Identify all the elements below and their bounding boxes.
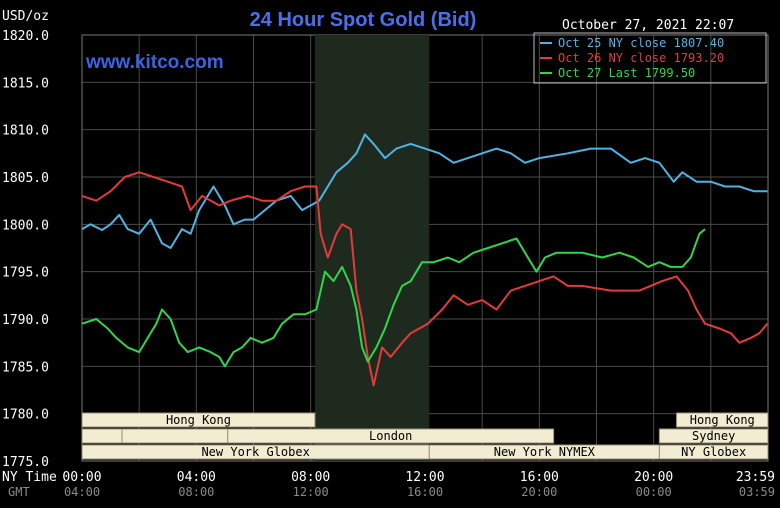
y-tick-label: 1780.0	[2, 408, 49, 423]
session-box	[81, 412, 316, 428]
chart-timestamp: October 27, 2021 22:07	[562, 18, 734, 33]
legend-label: Oct 27 Last 1799.50	[558, 66, 695, 80]
session-label: New York NYMEX	[494, 445, 596, 459]
session-box	[121, 428, 229, 444]
x-tick-gmt: 04:00	[64, 485, 100, 499]
x-tick-gmt: 03:59	[739, 485, 775, 499]
y-tick-label: 1815.0	[2, 76, 49, 91]
legend-label: Oct 26 NY close 1793.20	[558, 51, 724, 65]
y-tick-label: 1805.0	[2, 171, 49, 186]
series-line-3	[81, 228, 706, 368]
session-box	[658, 428, 769, 444]
y-axis-ticks: 1820.0 1815.0 1810.0 1805.0 1800.0 1795.0 1790…	[2, 29, 49, 470]
session-box	[658, 444, 769, 460]
market-sessions: Hong Kong Hong Kong London Sydney New York G…	[81, 412, 769, 460]
session-label: New York Globex	[201, 445, 309, 459]
shaded-session-region	[314, 35, 430, 461]
x-tick-ny: 16:00	[520, 470, 559, 485]
x-tick-gmt: 20:00	[521, 485, 557, 499]
y-tick-label: 1790.0	[2, 313, 49, 328]
y-axis-unit: USD/oz	[2, 9, 49, 24]
series-line-2	[81, 171, 769, 387]
x-tick-ny: 20:00	[634, 470, 673, 485]
x-tick-ny: 08:00	[291, 470, 330, 485]
y-tick-label: 1810.0	[2, 124, 49, 139]
gmt-label: GMT	[8, 485, 30, 499]
x-tick-gmt: 12:00	[293, 485, 329, 499]
y-tick-label: 1820.0	[2, 29, 49, 44]
series-lines	[81, 133, 769, 387]
y-tick-label: 1795.0	[2, 266, 49, 281]
ny-time-label: NY Time	[2, 470, 57, 485]
x-tick-ny: 00:00	[62, 470, 101, 485]
x-tick-gmt: 08:00	[178, 485, 214, 499]
y-tick-label: 1785.0	[2, 360, 49, 375]
session-box	[676, 412, 769, 428]
session-box	[81, 428, 123, 444]
session-label: London	[369, 429, 412, 443]
kitco-watermark[interactable]: www.kitco.com	[85, 52, 224, 73]
y-tick-label: 1775.0	[2, 455, 49, 470]
x-tick-gmt: 00:00	[636, 485, 672, 499]
legend-label: Oct 25 NY close 1807.40	[558, 36, 724, 50]
session-box	[227, 428, 555, 444]
x-axis-ticks: 00:00 04:00 08:00 12:00 16:00 20:00 23:5904:00…	[62, 470, 775, 499]
session-label: Sydney	[692, 429, 735, 443]
y-tick-label: 1800.0	[2, 218, 49, 233]
session-label: NY Globex	[681, 445, 746, 459]
x-tick-ny: 04:00	[177, 470, 216, 485]
grid	[81, 34, 769, 462]
x-tick-ny: 12:00	[405, 470, 444, 485]
chart-title: 24 Hour Spot Gold (Bid)	[250, 9, 477, 31]
session-label: Hong Kong	[690, 413, 755, 427]
trading-session-shade	[314, 35, 430, 461]
x-tick-gmt: 16:00	[407, 485, 443, 499]
x-tick-ny: 23:59	[736, 470, 775, 485]
series-line-1	[81, 133, 768, 249]
session-label: Hong Kong	[166, 413, 231, 427]
